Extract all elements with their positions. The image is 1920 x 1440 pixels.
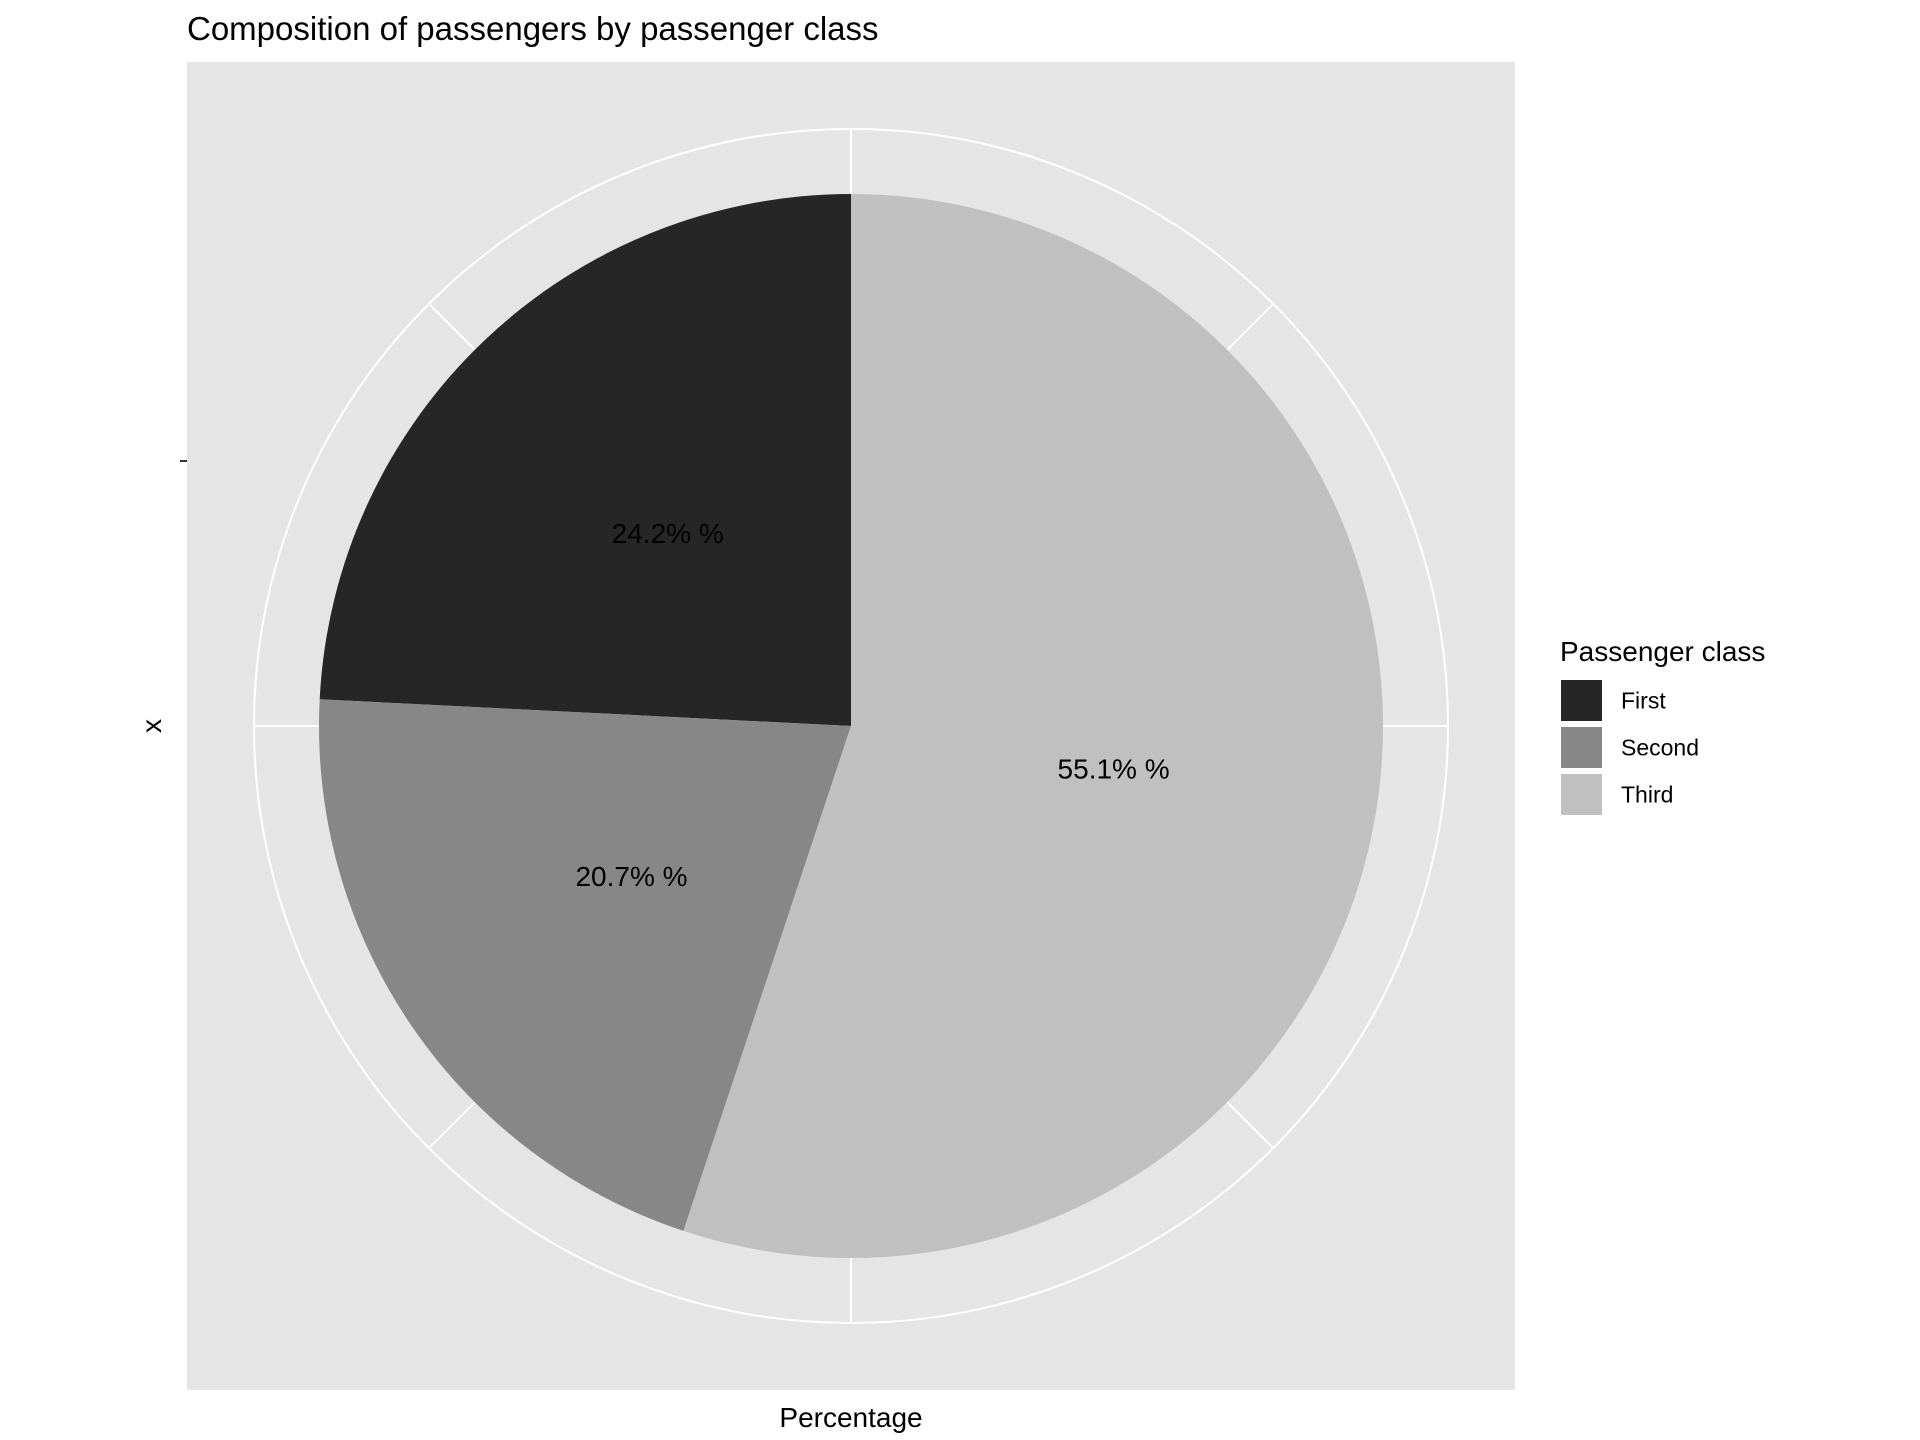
legend-items: First Second Third <box>1559 678 1699 817</box>
grid-spoke <box>428 303 476 351</box>
pie-slice-first <box>319 193 851 726</box>
legend-key-second <box>1559 725 1604 770</box>
slice-label-second: 20.7% % <box>575 861 687 892</box>
legend-label-second: Second <box>1621 735 1699 761</box>
chart-title: Composition of passengers by passenger c… <box>187 10 879 47</box>
legend-title: Passenger class <box>1560 636 1765 667</box>
grid-spoke <box>1226 303 1274 351</box>
legend: Passenger class First Second Third <box>1559 636 1765 817</box>
legend-key-first <box>1559 678 1604 723</box>
grid-spoke <box>428 1101 476 1149</box>
grid-spoke <box>1226 1101 1274 1149</box>
slice-label-third: 55.1% % <box>1058 753 1170 784</box>
x-axis-title: Percentage <box>779 1402 922 1433</box>
legend-label-first: First <box>1621 688 1666 714</box>
pie-slice-third <box>683 194 1384 1258</box>
legend-label-third: Third <box>1621 782 1673 808</box>
legend-key-third <box>1559 772 1604 817</box>
slice-label-first: 24.2% % <box>612 518 724 549</box>
slice-labels: 24.2% % 20.7% % 55.1% % <box>575 518 1169 892</box>
pie-slices <box>318 193 1384 1258</box>
y-axis-title: x <box>136 719 167 733</box>
pie-slice-second <box>318 699 851 1231</box>
